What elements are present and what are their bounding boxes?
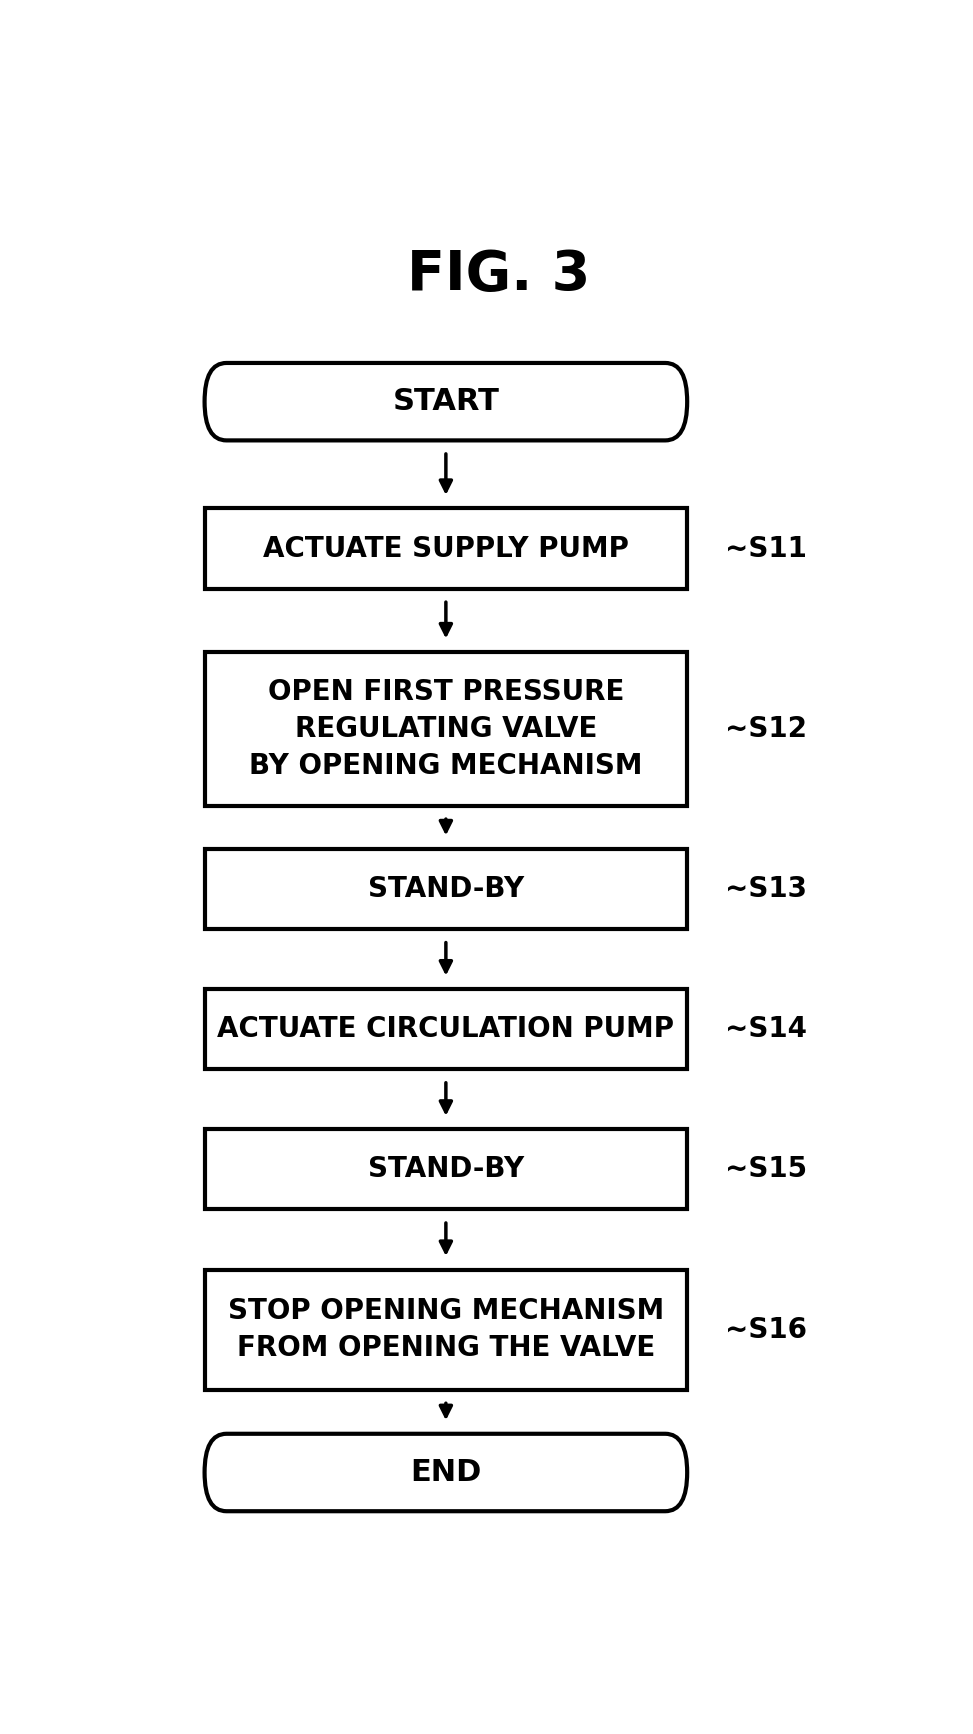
Text: ACTUATE SUPPLY PUMP: ACTUATE SUPPLY PUMP — [263, 534, 629, 562]
FancyBboxPatch shape — [204, 850, 687, 929]
Text: END: END — [411, 1458, 482, 1488]
Text: ~S11: ~S11 — [725, 534, 807, 562]
Text: START: START — [392, 387, 499, 416]
Text: ~S16: ~S16 — [725, 1316, 807, 1344]
FancyBboxPatch shape — [204, 508, 687, 588]
Text: STOP OPENING MECHANISM
FROM OPENING THE VALVE: STOP OPENING MECHANISM FROM OPENING THE … — [228, 1297, 664, 1361]
FancyBboxPatch shape — [204, 1434, 687, 1512]
Text: ~S12: ~S12 — [725, 714, 807, 742]
Text: ~S15: ~S15 — [725, 1155, 807, 1183]
FancyBboxPatch shape — [204, 988, 687, 1070]
Text: ~S14: ~S14 — [725, 1014, 807, 1044]
Text: OPEN FIRST PRESSURE
REGULATING VALVE
BY OPENING MECHANISM: OPEN FIRST PRESSURE REGULATING VALVE BY … — [249, 678, 642, 780]
FancyBboxPatch shape — [204, 652, 687, 806]
FancyBboxPatch shape — [204, 1129, 687, 1210]
FancyBboxPatch shape — [204, 1269, 687, 1389]
Text: ~S13: ~S13 — [725, 876, 807, 903]
Text: FIG. 3: FIG. 3 — [407, 248, 591, 302]
FancyBboxPatch shape — [204, 362, 687, 440]
Text: STAND-BY: STAND-BY — [368, 876, 524, 903]
Text: STAND-BY: STAND-BY — [368, 1155, 524, 1183]
Text: ACTUATE CIRCULATION PUMP: ACTUATE CIRCULATION PUMP — [217, 1014, 674, 1044]
